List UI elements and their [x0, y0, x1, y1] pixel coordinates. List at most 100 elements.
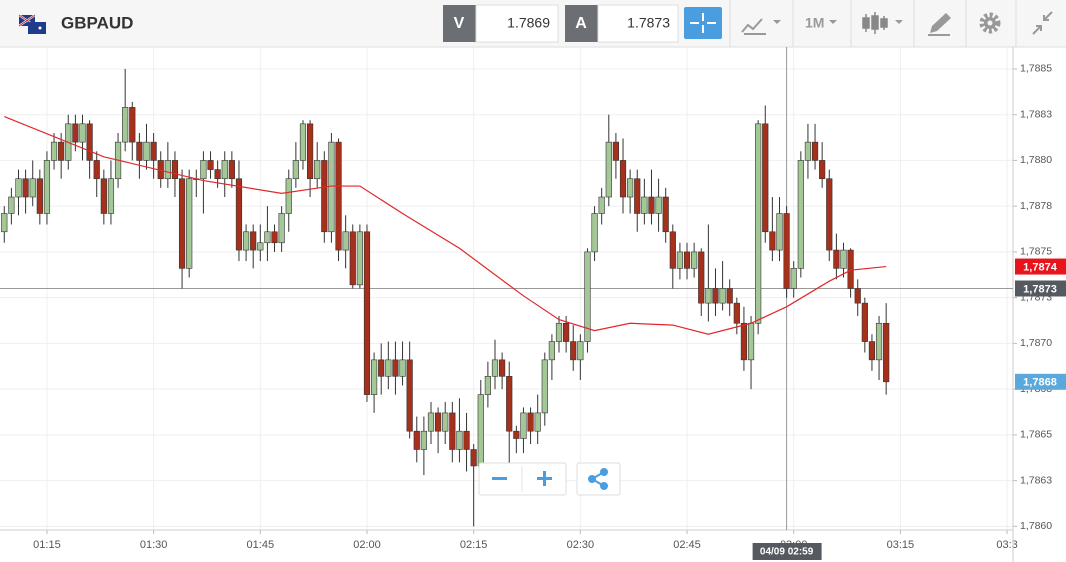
candle-body: [129, 107, 136, 143]
chart-type-button[interactable]: [741, 18, 781, 35]
bid-box[interactable]: [475, 4, 559, 43]
candle-body: [762, 123, 769, 233]
settings-button[interactable]: [979, 12, 1001, 34]
price-marker: [1015, 258, 1066, 275]
timeframe-button[interactable]: 1M: [805, 15, 837, 31]
candle-body: [36, 178, 43, 214]
moving-average-line: [4, 115, 887, 335]
candle-body: [506, 376, 513, 432]
candle-body: [207, 160, 214, 170]
draw-button[interactable]: [928, 13, 951, 36]
zoom-out-button[interactable]: [492, 477, 507, 480]
candle-body: [513, 430, 520, 439]
share-box: [576, 462, 621, 496]
candle-body: [861, 302, 868, 342]
indicator-button[interactable]: [862, 12, 903, 34]
candle-body: [612, 141, 620, 161]
candle-body: [491, 359, 499, 377]
x-tick-label: 02:00: [353, 539, 381, 551]
collapse-button[interactable]: [1032, 11, 1053, 35]
price-marker-label: 1,7873: [1023, 283, 1057, 295]
candle-body: [257, 242, 264, 251]
candle-body: [477, 394, 484, 467]
candle-body: [413, 430, 420, 450]
candle-body: [442, 412, 449, 432]
bid-label-box: [443, 5, 476, 42]
price-marker: [1015, 373, 1066, 390]
candle-body: [868, 341, 876, 361]
y-tick-label: 1,7863: [1020, 474, 1052, 486]
x-tick-label: 01:45: [247, 539, 275, 551]
candle-body: [769, 231, 776, 251]
candle-body: [328, 141, 335, 233]
candle-body: [235, 178, 243, 251]
y-tick-label: 1,7878: [1020, 200, 1052, 212]
candle-body: [840, 249, 847, 269]
candle-body: [72, 123, 79, 143]
candle-body: [755, 123, 762, 324]
crosshair-time-box: [752, 543, 822, 560]
crosshair-time-label: 04/09 02:59: [760, 547, 814, 558]
candle-body: [811, 141, 819, 161]
zoom-controls: [478, 462, 621, 496]
candle-body: [392, 359, 399, 377]
candle-body: [740, 322, 748, 361]
candle-body: [733, 302, 740, 324]
candle-body: [93, 160, 100, 180]
candle-body: [43, 160, 51, 214]
candle-body: [577, 341, 584, 361]
candle-body: [662, 196, 669, 233]
candle-body: [143, 141, 150, 161]
x-tick-label: 01:30: [140, 539, 168, 551]
candle-body: [15, 178, 22, 198]
candle-body: [584, 251, 591, 342]
candle-body: [356, 231, 363, 286]
bid-price: 1.7869: [507, 15, 550, 31]
candle-body: [591, 213, 598, 253]
candle-body: [29, 178, 36, 198]
price-marker-label: 1,7868: [1023, 377, 1057, 389]
candle-body: [641, 196, 648, 214]
candle-body: [705, 288, 712, 304]
candle-body: [676, 251, 684, 269]
candle-body: [776, 213, 783, 251]
flag: [18, 14, 46, 34]
candle-body: [285, 178, 292, 214]
y-tick-label: 1,7865: [1020, 429, 1052, 441]
candle-body: [854, 288, 861, 304]
candle-body: [499, 359, 506, 377]
symbol: GBPAUD: [61, 13, 133, 32]
candle-body: [342, 231, 349, 251]
candle-body: [555, 322, 563, 342]
crosshair-button[interactable]: [684, 7, 722, 39]
candle-body: [683, 251, 691, 269]
candle-body: [456, 430, 463, 450]
candle-body: [598, 196, 605, 214]
share-button[interactable]: [588, 468, 608, 490]
ask-box[interactable]: [597, 4, 679, 43]
ask-price: 1.7873: [627, 15, 670, 31]
candle-body: [427, 412, 435, 432]
candle-body: [726, 288, 733, 304]
zoom-in-button[interactable]: [537, 471, 552, 486]
candle-body: [470, 449, 477, 467]
candle-body: [50, 141, 58, 161]
candle-body: [435, 412, 442, 432]
candle-body: [200, 160, 207, 180]
candle-body: [107, 178, 115, 214]
candle-body: [712, 288, 719, 304]
y-tick-label: 1,7875: [1020, 246, 1052, 258]
candle-body: [171, 160, 179, 180]
candle-body: [691, 251, 698, 269]
candle-body: [292, 160, 299, 180]
candle-body: [747, 322, 755, 361]
candle-body: [228, 160, 235, 180]
bid-label: V: [454, 15, 465, 32]
candle-body: [563, 322, 570, 342]
candle-body: [306, 123, 314, 180]
candle-body: [819, 160, 826, 180]
candle-body: [314, 160, 321, 180]
candle-body: [79, 123, 86, 143]
